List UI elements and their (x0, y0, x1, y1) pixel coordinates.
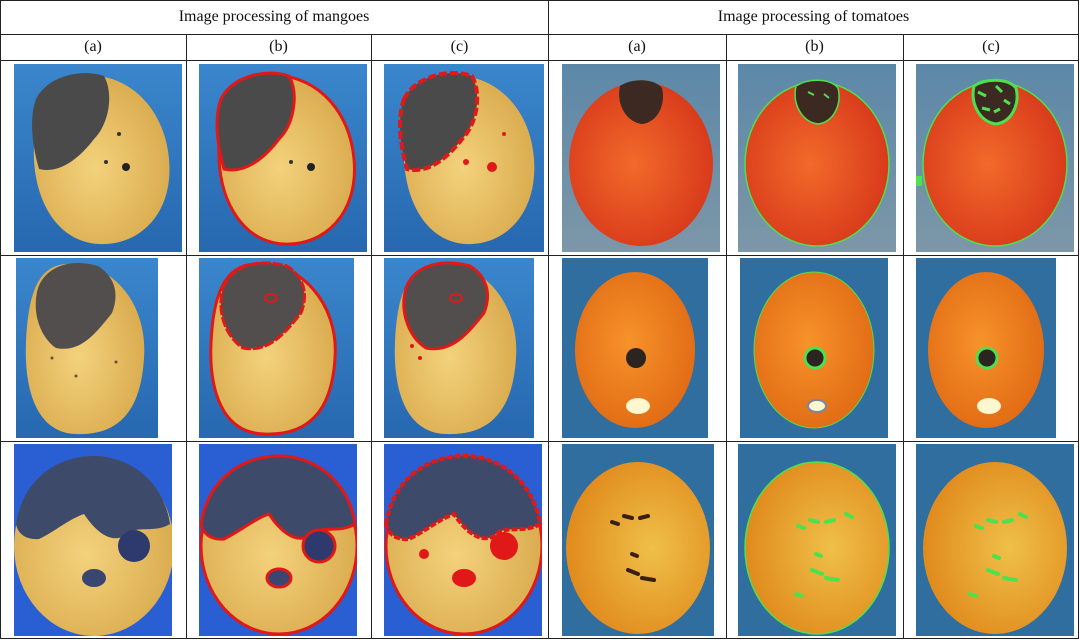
divider (0, 60, 1079, 61)
tomato-photo (916, 64, 1074, 252)
mango-photo (16, 258, 158, 438)
column-label: (b) (805, 38, 824, 55)
mango-photo (384, 444, 542, 636)
tomato-photo (740, 258, 888, 438)
divider (903, 34, 904, 639)
mango-photo (199, 258, 354, 438)
column-label: (a) (628, 38, 646, 55)
tomato-photo (562, 64, 720, 252)
column-label: (a) (84, 38, 102, 55)
tomato-photo (738, 64, 896, 252)
tomato-photo (562, 444, 714, 636)
column-label: (b) (269, 38, 288, 55)
divider (726, 34, 727, 639)
mango-photo (14, 444, 172, 636)
mango-photo (14, 64, 182, 252)
tomato-photo (916, 444, 1074, 636)
column-label: (c) (982, 38, 1000, 55)
tomato-header: Image processing of tomatoes (717, 8, 910, 25)
mango-photo (199, 64, 367, 252)
tomato-photo (916, 258, 1056, 438)
tomato-photo (738, 444, 896, 636)
divider (0, 255, 1079, 256)
mango-photo (199, 444, 357, 636)
mango-header: Image processing of mangoes (178, 8, 370, 25)
mango-photo (384, 64, 544, 252)
divider-mango-tomato (548, 0, 549, 639)
mango-photo (384, 258, 534, 438)
divider (0, 34, 1079, 35)
column-label: (c) (450, 38, 469, 55)
tomato-photo (562, 258, 708, 438)
divider (0, 441, 1079, 442)
divider (186, 34, 187, 639)
divider (371, 34, 372, 639)
